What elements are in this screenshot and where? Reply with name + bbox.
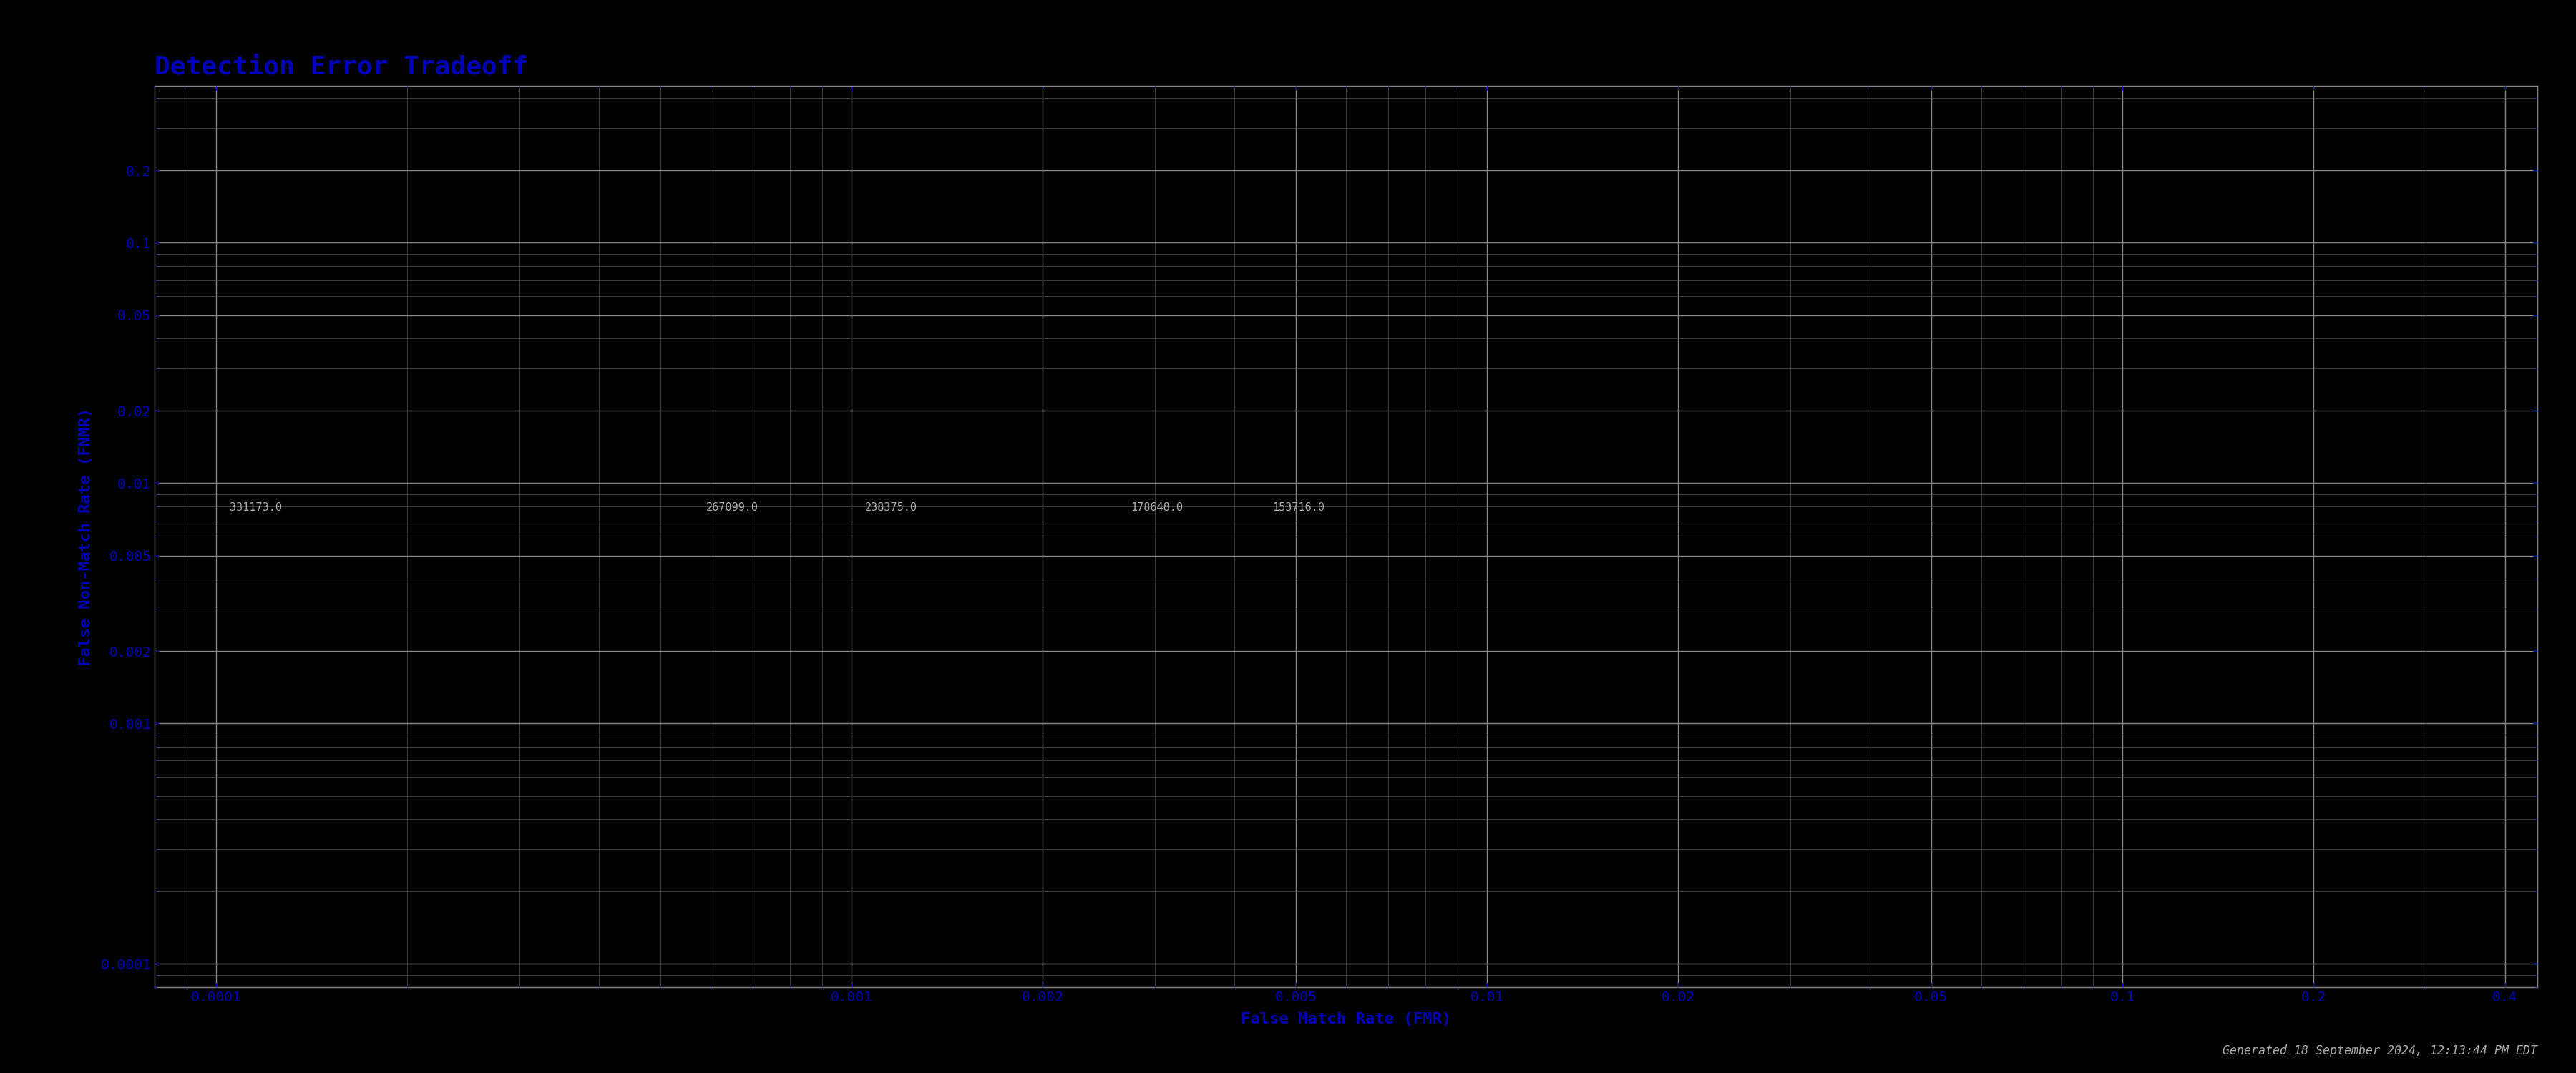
Text: 267099.0: 267099.0 [706, 502, 757, 513]
Y-axis label: False Non-Match Rate (FNMR): False Non-Match Rate (FNMR) [77, 408, 93, 665]
Text: 153716.0: 153716.0 [1273, 502, 1324, 513]
Text: 238375.0: 238375.0 [866, 502, 917, 513]
Text: Generated 18 September 2024, 12:13:44 PM EDT: Generated 18 September 2024, 12:13:44 PM… [2223, 1044, 2537, 1057]
X-axis label: False Match Rate (FMR): False Match Rate (FMR) [1242, 1012, 1450, 1027]
Text: 178648.0: 178648.0 [1131, 502, 1182, 513]
Text: 331173.0: 331173.0 [229, 502, 281, 513]
Text: Detection Error Tradeoff: Detection Error Tradeoff [155, 55, 528, 79]
